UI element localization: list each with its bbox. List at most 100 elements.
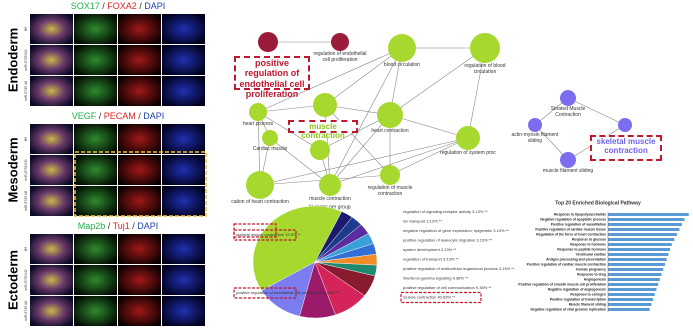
- layer-label: Mesoderm: [5, 137, 20, 202]
- network-node: [470, 33, 500, 63]
- node-label: heart contraction: [371, 128, 409, 134]
- micrograph: [74, 124, 117, 154]
- micrograph: [118, 76, 161, 106]
- bar: [608, 243, 672, 246]
- stain-label: FOXA2: [107, 1, 137, 11]
- network-node: [313, 93, 337, 117]
- stain-label: Map2b: [78, 221, 106, 231]
- micrograph: [74, 76, 117, 106]
- pie-label: ion transport 3.13% **: [403, 219, 442, 224]
- bar-label: Positive regulation of smooth muscle cel…: [518, 282, 606, 286]
- bar-label: Positive regulation of cardiac muscle co…: [527, 262, 606, 266]
- stain-label: DAPI: [144, 1, 165, 11]
- micrograph: [162, 265, 205, 295]
- bar-label: Positive regulation of transcription: [550, 297, 606, 301]
- bar-title: Top 20 Enriched Biological Pathway: [555, 200, 641, 206]
- micrograph: [30, 296, 73, 326]
- stain-header: VEGF / PECAM / DAPI: [72, 111, 165, 121]
- bar: [608, 253, 669, 256]
- bar-label: Response to hormone: [570, 242, 606, 246]
- stain-header: Map2b / Tuj1 / DAPI: [78, 221, 159, 231]
- bar: [608, 268, 664, 271]
- network-node: [560, 152, 576, 168]
- stain-label: /: [136, 111, 144, 121]
- micrograph: [74, 155, 117, 185]
- bar-label: Female pregnancy: [576, 267, 606, 271]
- node-label: heart process: [242, 121, 274, 127]
- pie-label: negative regulation of gene expression, …: [403, 228, 509, 233]
- micrograph: [162, 186, 205, 216]
- stain-label: SOX17: [71, 1, 100, 11]
- micrograph: [30, 234, 73, 264]
- network-edge: [324, 47, 403, 106]
- network-node: [377, 102, 403, 128]
- callout: skeletal muscle contraction: [590, 135, 662, 161]
- bar: [608, 263, 665, 266]
- pie-label: interferon-gamma signaling 9.38% **: [403, 276, 469, 281]
- stain-label: /: [137, 1, 145, 11]
- bar-label: Response to glucose: [572, 237, 606, 241]
- bar: [608, 293, 655, 296]
- network-node: [456, 126, 480, 150]
- micrograph: [30, 265, 73, 295]
- pie-label: regulation of transport 3.13% **: [403, 257, 459, 262]
- micrograph: [162, 76, 205, 106]
- bar-label: Negative regulation of angiogenesis: [548, 287, 606, 291]
- layer-label: Ectoderm: [5, 250, 20, 310]
- node-label: muscle contraction: [309, 196, 351, 202]
- micrograph: [118, 124, 161, 154]
- stain-label: VEGF: [72, 111, 97, 121]
- network-node: [319, 174, 341, 196]
- bar: [608, 298, 654, 301]
- bar: [608, 273, 662, 276]
- node-label: regulation of system proc: [440, 150, 496, 156]
- bar: [608, 218, 685, 221]
- bar-label: Response to estrogen: [570, 292, 606, 296]
- micrograph: [74, 14, 117, 44]
- row-label: miR-5739 KO: [24, 269, 28, 290]
- micrograph: [118, 45, 161, 75]
- bar-label: Response to drug: [577, 272, 606, 276]
- network-edge: [329, 137, 469, 186]
- network-node: [528, 118, 542, 132]
- pie-slice: [314, 211, 353, 263]
- callout: muscle contraction: [288, 120, 358, 140]
- bar: [608, 233, 677, 236]
- pie-slice: [252, 205, 343, 291]
- stain-label: PECAM: [104, 111, 136, 121]
- bar: [608, 213, 689, 216]
- micrograph: [30, 186, 73, 216]
- bar-label: Positive regulation of vasodilation: [551, 222, 606, 226]
- pie-label: skeletal muscle contraction 12.5% **: [236, 232, 301, 237]
- bar: [608, 223, 682, 226]
- row-label: miR-5739 #8: [24, 81, 28, 101]
- micrograph: [30, 124, 73, 154]
- network-edge: [324, 104, 391, 176]
- network-edge: [269, 137, 331, 186]
- micrograph: [162, 234, 205, 264]
- micrograph: [162, 155, 205, 185]
- stain-label: /: [100, 1, 108, 11]
- row-label: miR-5739 KO: [24, 49, 28, 70]
- stain-label: DAPI: [137, 221, 158, 231]
- bar: [608, 258, 667, 261]
- label-box: [233, 223, 277, 238]
- micrograph: [30, 14, 73, 44]
- micrograph: [74, 296, 117, 326]
- bar: [608, 283, 659, 286]
- bar-label: Antigen processing and presentation: [546, 257, 606, 261]
- node-label: Cardiac muscle: [252, 146, 288, 152]
- bar-label: Negative regulation of viral genome repl…: [530, 307, 606, 311]
- row-label: miR-5739 KO: [24, 159, 28, 180]
- node-label: regulation of blood circulation: [464, 63, 506, 75]
- bar-label: Ventricular cardiac: [576, 252, 606, 256]
- pie-label: muscle contraction 40.63% **: [403, 295, 456, 300]
- network-edge: [389, 114, 469, 139]
- node-label: muscle filament sliding: [542, 168, 594, 174]
- node-label: regulation of endothelial cell prolifera…: [313, 51, 367, 63]
- bar-label: Negative regulation of apoptotic process: [540, 217, 606, 221]
- pie-label: system development 3.13% **: [403, 247, 457, 252]
- micrograph: [74, 265, 117, 295]
